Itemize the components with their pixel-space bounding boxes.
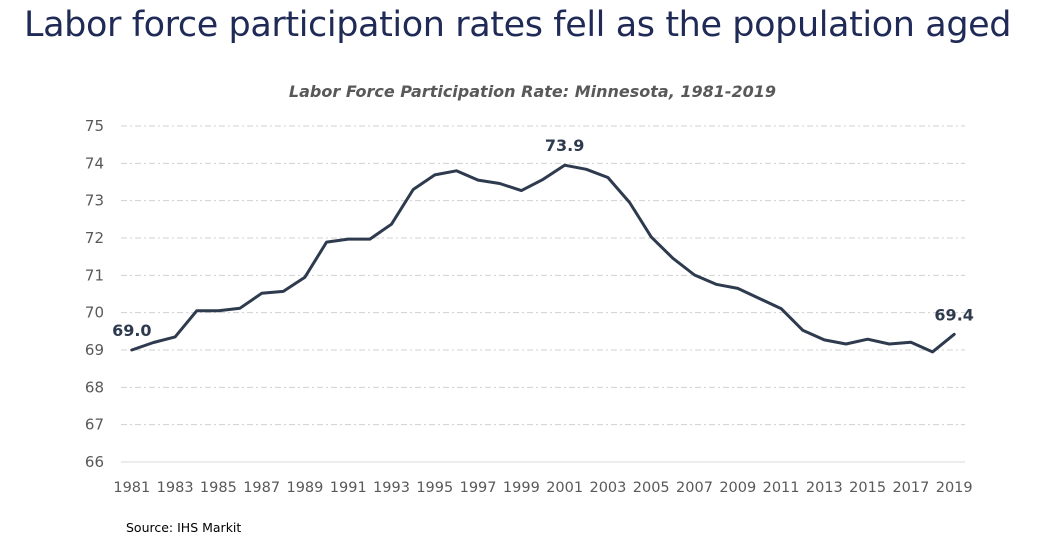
gridlines bbox=[121, 125, 965, 463]
x-tick-label: 1987 bbox=[243, 480, 280, 496]
y-tick-label: 72 bbox=[85, 229, 104, 247]
data-label: 73.9 bbox=[545, 136, 584, 155]
x-tick-label: 1989 bbox=[286, 480, 323, 496]
x-tick-label: 2003 bbox=[589, 480, 626, 496]
source-note: Source: IHS Markit bbox=[126, 520, 242, 535]
x-tick-label: 2015 bbox=[849, 480, 886, 496]
y-tick-label: 69 bbox=[85, 341, 104, 359]
x-tick-label: 1985 bbox=[200, 480, 237, 496]
x-tick-label: 1997 bbox=[460, 480, 497, 496]
x-tick-label: 2005 bbox=[633, 480, 670, 496]
chart-title: Labor Force Participation Rate: Minnesot… bbox=[288, 82, 777, 101]
data-label: 69.4 bbox=[934, 305, 973, 324]
x-tick-label: 2011 bbox=[763, 480, 800, 496]
x-axis-ticks: 1981 1983 1985 1987 1989 1991 1993 1995 1997 1999… bbox=[113, 480, 972, 496]
x-tick-label: 1993 bbox=[373, 480, 410, 496]
y-tick-label: 74 bbox=[85, 154, 104, 172]
x-tick-label: 1995 bbox=[416, 480, 453, 496]
y-tick-label: 66 bbox=[85, 453, 104, 471]
y-tick-label: 75 bbox=[85, 117, 104, 135]
y-tick-label: 70 bbox=[85, 304, 104, 322]
series-line bbox=[130, 163, 956, 354]
y-axis-ticks: 66 67 68 69 70 71 72 73 74 75 bbox=[85, 117, 104, 471]
x-tick-label: 1999 bbox=[503, 480, 540, 496]
x-tick-label: 2019 bbox=[936, 480, 973, 496]
x-tick-label: 2001 bbox=[546, 480, 583, 496]
x-tick-label: 2013 bbox=[806, 480, 843, 496]
x-tick-label: 1981 bbox=[113, 480, 150, 496]
data-labels: 69.0 73.9 69.4 bbox=[112, 136, 974, 340]
series-group bbox=[130, 163, 956, 354]
y-tick-label: 67 bbox=[85, 416, 104, 434]
y-tick-label: 71 bbox=[85, 266, 104, 284]
y-tick-label: 73 bbox=[85, 192, 104, 210]
x-tick-label: 1983 bbox=[157, 480, 194, 496]
data-label: 69.0 bbox=[112, 321, 151, 340]
x-tick-label: 1991 bbox=[330, 480, 367, 496]
x-tick-label: 2007 bbox=[676, 480, 713, 496]
y-tick-label: 68 bbox=[85, 378, 104, 396]
slide-title: Labor force participation rates fell as … bbox=[24, 5, 1012, 45]
x-tick-label: 2017 bbox=[892, 480, 929, 496]
x-tick-label: 2009 bbox=[719, 480, 756, 496]
